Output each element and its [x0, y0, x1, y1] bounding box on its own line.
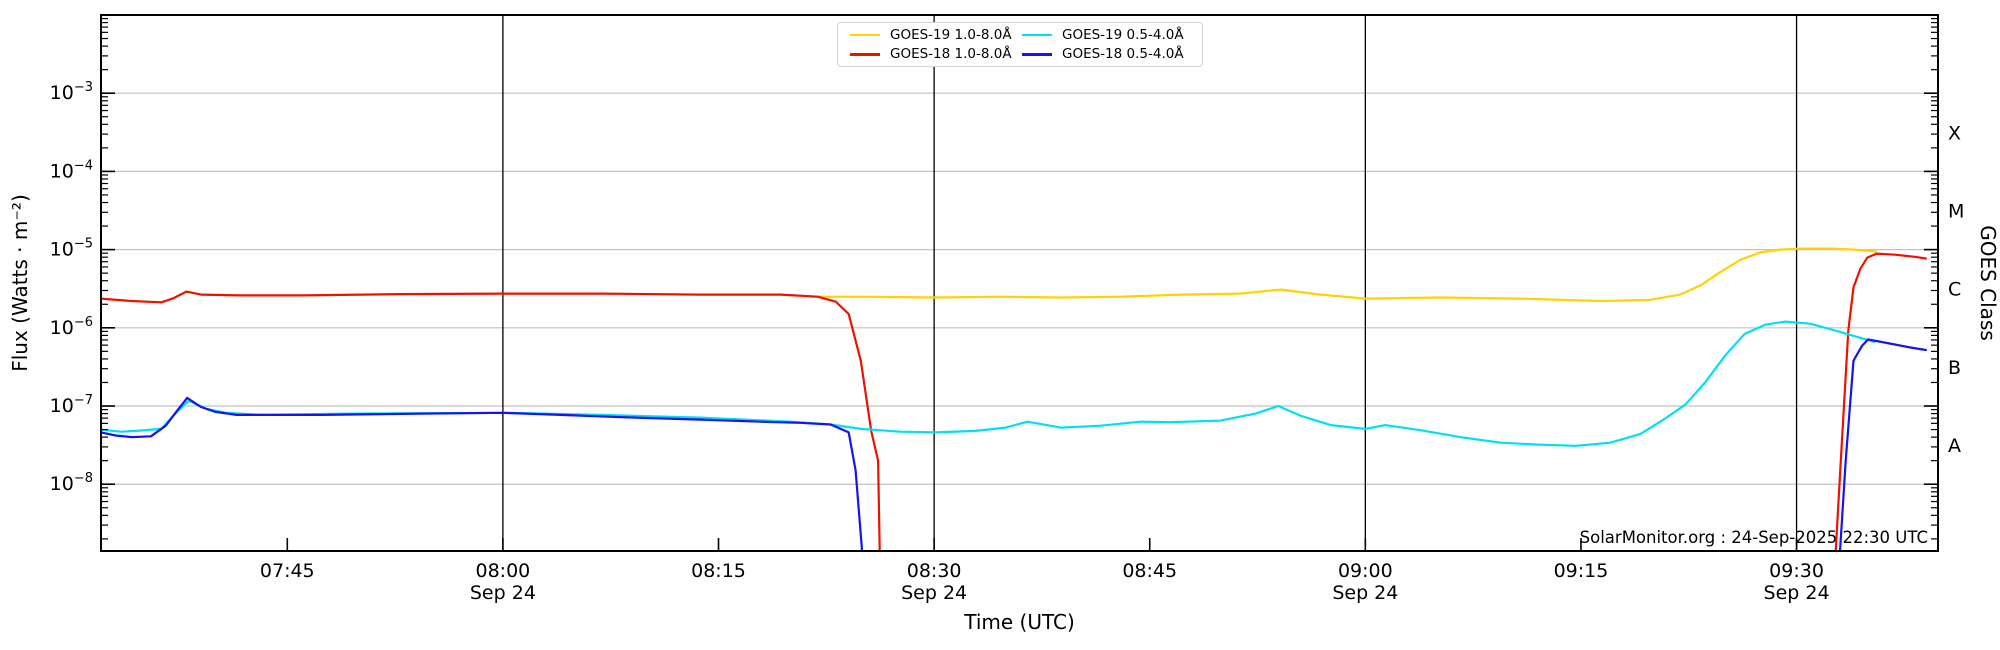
x-tick-label: 08:45	[1122, 560, 1177, 582]
goes-class-letter: A	[1948, 435, 1961, 457]
x-tick-label: 08:30	[907, 560, 962, 582]
legend-column: GOES-19 1.0-8.0Å GOES-18 1.0-8.0Å	[850, 25, 1022, 64]
legend-item: GOES-19 0.5-4.0Å	[1022, 25, 1194, 45]
series-group	[101, 247, 1928, 551]
goes-class-letter: B	[1948, 357, 1961, 379]
series-line-2	[1834, 252, 1928, 551]
x-tick-label: 08:00	[476, 560, 531, 582]
x-tick-label: 09:15	[1554, 560, 1609, 582]
x-tick-date-label: Sep 24	[1332, 582, 1398, 604]
series-line-4	[1838, 338, 1928, 551]
x-tick-label: 09:30	[1769, 560, 1824, 582]
x-tick-date-label: Sep 24	[901, 582, 967, 604]
legend-item: GOES-18 0.5-4.0Å	[1022, 45, 1194, 65]
right-axis-title: GOES Class	[1976, 225, 2000, 341]
solarmonitor-annotation: SolarMonitor.org : 24-Sep-2025 22:30 UTC	[1580, 528, 1928, 547]
y-tick-label: 10−8	[50, 471, 93, 495]
goes-class-letter: M	[1948, 201, 1964, 223]
legend-item: GOES-19 1.0-8.0Å	[850, 25, 1022, 45]
legend-item-label: GOES-19 0.5-4.0Å	[1062, 26, 1184, 43]
y-axis-title: Flux (Watts · m⁻²)	[8, 194, 32, 372]
legend-line-swatch	[1022, 33, 1052, 36]
series-line-2	[101, 290, 881, 551]
plot-border	[100, 14, 1939, 552]
legend-item: GOES-18 1.0-8.0Å	[850, 45, 1022, 65]
series-line-4	[101, 396, 864, 551]
goes-class-letter: X	[1948, 122, 1961, 144]
legend-column: GOES-19 0.5-4.0Å GOES-18 0.5-4.0Å	[1022, 25, 1194, 64]
y-tick-label: 10−6	[50, 315, 93, 339]
series-line-1	[809, 247, 1878, 303]
y-tick-label: 10−7	[50, 393, 93, 417]
legend-item-label: GOES-19 1.0-8.0Å	[890, 26, 1012, 43]
x-tick-date-label: Sep 24	[470, 582, 536, 604]
x-axis-title: Time (UTC)	[963, 610, 1075, 634]
y-tick-label: 10−5	[50, 237, 93, 261]
goes-class-letter: C	[1948, 279, 1961, 301]
legend-item-label: GOES-18 0.5-4.0Å	[1062, 46, 1184, 63]
legend-item-label: GOES-18 1.0-8.0Å	[890, 46, 1012, 63]
legend: GOES-19 1.0-8.0Å GOES-18 1.0-8.0Å GOES-19 …	[837, 22, 1203, 67]
legend-line-swatch	[1022, 53, 1052, 56]
x-tick-label: 07:45	[260, 560, 315, 582]
y-tick-label: 10−4	[50, 158, 93, 182]
x-tick-date-label: Sep 24	[1764, 582, 1830, 604]
x-tick-label: 08:15	[691, 560, 746, 582]
y-tick-label: 10−3	[50, 80, 93, 104]
legend-line-swatch	[850, 33, 880, 36]
x-tick-label: 09:00	[1338, 560, 1393, 582]
legend-line-swatch	[850, 53, 880, 56]
